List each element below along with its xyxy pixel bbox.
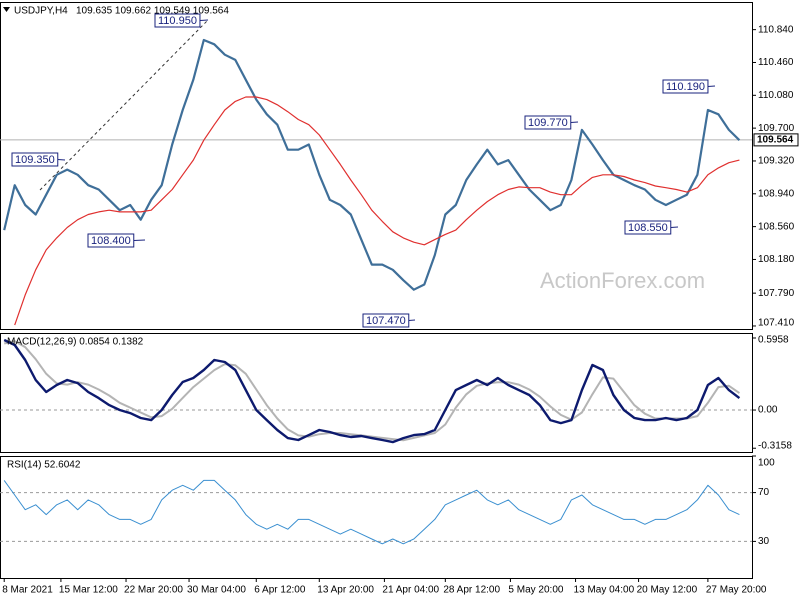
annotation-leader — [57, 159, 66, 161]
x-tick-label: 15 Mar 12:00 — [59, 585, 118, 596]
annotation-label: 108.550 — [628, 222, 668, 234]
y-tick-label: 110.840 — [758, 24, 794, 35]
x-tick-label: 30 Mar 04:00 — [187, 585, 246, 596]
x-tick-label: 21 Apr 04:00 — [382, 585, 439, 596]
x-tick-label: 8 Mar 2021 — [2, 585, 53, 596]
series-line — [3, 338, 741, 444]
series-line — [3, 38, 741, 291]
y-tick-label: 0.5958 — [758, 335, 789, 346]
panel-frame — [0, 2, 753, 330]
annotation-leader — [133, 239, 146, 241]
y-tick-label: 109.320 — [758, 156, 795, 167]
annotation-label: 108.400 — [91, 235, 131, 247]
y-tick-label: 70 — [758, 487, 770, 498]
y-tick-label: 30 — [758, 536, 770, 547]
y-tick-label: 110.080 — [758, 90, 794, 101]
series-line — [3, 479, 740, 545]
x-tick-label: 22 Mar 20:00 — [124, 585, 183, 596]
y-tick-label: 109.700 — [758, 123, 795, 134]
annotation-leader — [199, 19, 209, 21]
panel-frame — [0, 333, 753, 453]
series-line — [14, 96, 740, 326]
panel-subtitle: 109.635 109.662 109.549 109.564 — [76, 6, 229, 17]
series-line — [3, 340, 740, 442]
y-tick-label: 107.790 — [758, 288, 795, 299]
panel-title: MACD(12,26,9) 0.0854 0.1382 — [7, 337, 144, 348]
y-tick-label: 108.180 — [758, 254, 795, 265]
annotation-leader — [707, 85, 716, 87]
annotation-label: 107.470 — [366, 315, 406, 327]
annotation-leader — [408, 319, 416, 321]
annotation-label: 110.190 — [666, 81, 705, 93]
annotation-label: 109.770 — [528, 117, 568, 129]
annotation-label: 110.950 — [158, 15, 197, 27]
y-tick-label: 108.560 — [758, 221, 795, 232]
y-tick-label: 108.940 — [758, 188, 795, 199]
panel-title: RSI(14) 52.6042 — [7, 460, 81, 471]
watermark: ActionForex.com — [540, 268, 705, 293]
x-tick-label: 6 Apr 12:00 — [254, 585, 306, 596]
menu-icon — [3, 7, 10, 12]
last-price-label: 109.564 — [757, 135, 794, 146]
x-tick-label: 13 May 04:00 — [574, 585, 635, 596]
x-tick-label: 20 May 12:00 — [637, 585, 698, 596]
x-tick-label: 5 May 20:00 — [508, 585, 563, 596]
y-tick-label: 107.410 — [758, 318, 795, 329]
y-tick-label: 0.00 — [758, 405, 778, 416]
annotation-label: 109.350 — [15, 154, 55, 166]
annotation-leader — [670, 226, 679, 228]
panel-title: USDJPY,H4 — [14, 6, 68, 17]
panel-frame — [0, 456, 753, 579]
y-tick-label: -0.3158 — [758, 441, 792, 452]
y-tick-label: 110.460 — [758, 57, 794, 68]
x-tick-label: 13 Apr 20:00 — [317, 585, 374, 596]
x-tick-label: 27 May 20:00 — [706, 585, 767, 596]
annotation-leader — [570, 121, 579, 123]
last-price-box — [753, 133, 799, 147]
y-tick-label: 100 — [758, 458, 775, 469]
x-tick-label: 28 Apr 12:00 — [443, 585, 500, 596]
trend-line — [39, 19, 209, 191]
